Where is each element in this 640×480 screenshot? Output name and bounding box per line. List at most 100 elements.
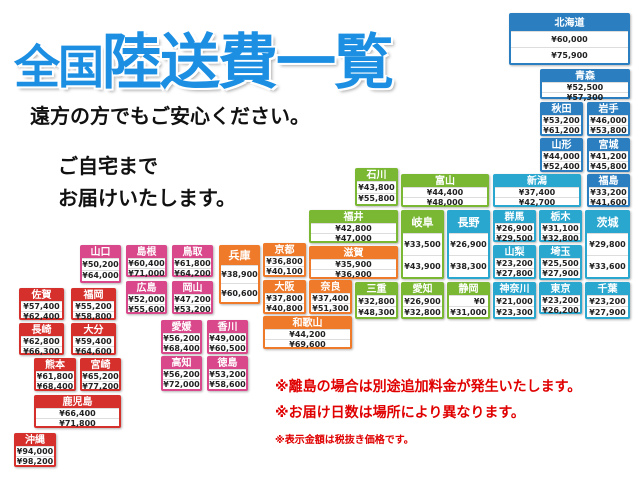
price-max: ¥32,800 <box>541 233 580 243</box>
price-min: ¥26,900 <box>449 233 488 255</box>
price-min: ¥52,000 <box>128 294 165 304</box>
price-min: ¥21,000 <box>495 295 534 306</box>
price-max: ¥42,700 <box>495 197 579 207</box>
price-max: ¥52,400 <box>542 161 581 171</box>
prefecture-name: 新潟 <box>495 176 579 187</box>
prefecture-name: 東京 <box>541 284 580 295</box>
price-min: ¥46,000 <box>589 115 628 125</box>
price-max: ¥43,900 <box>403 255 442 277</box>
price-max: ¥64,200 <box>174 268 211 278</box>
price-max: ¥27,900 <box>541 268 580 278</box>
note-tax: ※表示金額は税抜き価格です。 <box>275 435 414 446</box>
prefecture-name: 京都 <box>265 245 304 256</box>
price-min: ¥29,800 <box>587 233 628 255</box>
price-max: ¥75,900 <box>511 47 628 63</box>
price-min: ¥37,400 <box>495 187 579 197</box>
prefecture-box: 北海道 ¥60,000 ¥75,900 <box>509 13 630 65</box>
prefecture-box: 和歌山 ¥44,200 ¥69,600 <box>263 316 352 349</box>
price-min: ¥33,500 <box>403 233 442 255</box>
price-min: ¥59,400 <box>73 336 114 346</box>
prefecture-box: 鳥取 ¥61,800 ¥64,200 <box>172 245 213 278</box>
prefecture-name: 佐賀 <box>21 290 62 301</box>
price-max: ¥48,300 <box>357 306 396 317</box>
prefecture-box: 千葉 ¥23,200 ¥27,900 <box>585 282 630 319</box>
price-max: ¥98,200 <box>16 456 54 466</box>
prefecture-box: 広島 ¥52,000 ¥55,600 <box>126 281 167 314</box>
prefecture-box: 愛媛 ¥56,200 ¥68,400 <box>161 320 202 354</box>
price-min: ¥44,400 <box>403 187 487 197</box>
prefecture-name: 岩手 <box>589 104 628 115</box>
price-min: ¥55,200 <box>73 301 114 311</box>
prefecture-name: 福岡 <box>73 290 114 301</box>
prefecture-name: 長崎 <box>21 325 62 336</box>
prefecture-name: 三重 <box>357 284 396 295</box>
prefecture-box: 熊本 ¥61,800 ¥68,400 <box>34 358 76 391</box>
prefecture-box: 大分 ¥59,400 ¥64,600 <box>71 323 116 356</box>
page-title: 全国陸送費一覧 <box>14 14 394 101</box>
prefecture-name: 千葉 <box>587 284 628 295</box>
price-min: ¥47,200 <box>174 294 211 304</box>
price-max: ¥71,000 <box>128 268 165 278</box>
prefecture-name: 宮崎 <box>82 360 119 371</box>
prefecture-name: 秋田 <box>542 104 581 115</box>
prefecture-name: 山口 <box>82 247 119 258</box>
price-max: ¥66,300 <box>21 346 62 356</box>
price-min: ¥61,800 <box>174 258 211 268</box>
delivery-line-1: ご自宅まで <box>58 154 158 178</box>
price-max: ¥58,800 <box>73 311 114 321</box>
prefecture-box: 香川 ¥49,000 ¥60,500 <box>207 320 248 354</box>
prefecture-box: 長崎 ¥62,800 ¥66,300 <box>19 323 64 356</box>
price-min: ¥26,900 <box>495 223 534 233</box>
price-min: ¥38,900 <box>221 264 258 284</box>
price-min: ¥44,200 <box>265 329 350 339</box>
prefecture-box: 佐賀 ¥57,400 ¥62,400 <box>19 288 64 321</box>
prefecture-box: 岡山 ¥47,200 ¥53,200 <box>172 281 213 314</box>
price-max: ¥61,200 <box>542 125 581 135</box>
prefecture-name: 北海道 <box>511 15 628 31</box>
price-max: ¥32,800 <box>403 306 442 317</box>
price-min: ¥23,200 <box>541 295 580 305</box>
price-max: ¥60,500 <box>209 343 246 353</box>
prefecture-name: 福島 <box>589 176 628 187</box>
price-max: ¥71,800 <box>36 418 119 428</box>
prefecture-name: 愛知 <box>403 284 442 295</box>
prefecture-box: 沖縄 ¥94,000 ¥98,200 <box>14 433 56 467</box>
prefecture-box: 滋賀 ¥35,900 ¥36,900 <box>309 246 398 279</box>
price-min: ¥50,200 <box>82 258 119 269</box>
price-max: ¥55,600 <box>128 304 165 314</box>
prefecture-box: 富山 ¥44,400 ¥48,000 <box>401 174 489 207</box>
price-min: ¥60,000 <box>511 31 628 47</box>
price-max: ¥68,400 <box>163 343 200 353</box>
price-min: ¥53,200 <box>542 115 581 125</box>
prefecture-box: 愛知 ¥26,900 ¥32,800 <box>401 282 444 319</box>
prefecture-name: 群馬 <box>495 212 534 223</box>
prefecture-box: 群馬 ¥26,900 ¥29,500 <box>493 210 536 243</box>
prefecture-box: 三重 ¥32,800 ¥48,300 <box>355 282 398 319</box>
prefecture-box: 福岡 ¥55,200 ¥58,800 <box>71 288 116 321</box>
price-max: ¥33,600 <box>587 255 628 277</box>
price-max: ¥64,600 <box>73 346 114 356</box>
prefecture-name: 山梨 <box>495 247 534 258</box>
prefecture-name: 沖縄 <box>16 435 54 446</box>
prefecture-box: 福井 ¥42,800 ¥47,000 <box>309 210 398 243</box>
prefecture-box: 奈良 ¥37,400 ¥51,300 <box>309 280 352 314</box>
price-max: ¥31,000 <box>449 306 488 317</box>
prefecture-box: 東京 ¥23,200 ¥26,200 <box>539 282 582 315</box>
price-max: ¥26,200 <box>541 305 580 315</box>
price-min: ¥61,800 <box>36 371 74 381</box>
price-min: ¥52,500 <box>542 82 628 92</box>
price-min: ¥44,000 <box>542 151 581 161</box>
price-min: ¥57,400 <box>21 301 62 311</box>
prefecture-box: 山形 ¥44,000 ¥52,400 <box>540 138 583 172</box>
prefecture-box: 岩手 ¥46,000 ¥53,800 <box>587 102 630 136</box>
prefecture-name: 栃木 <box>541 212 580 223</box>
prefecture-box: 新潟 ¥37,400 ¥42,700 <box>493 174 581 207</box>
price-min: ¥37,400 <box>311 293 350 303</box>
price-max: ¥53,800 <box>589 125 628 135</box>
prefecture-name: 鹿児島 <box>36 397 119 408</box>
prefecture-name: 滋賀 <box>311 248 396 259</box>
price-max: ¥23,300 <box>495 306 534 317</box>
price-min: ¥66,400 <box>36 408 119 418</box>
price-max: ¥62,400 <box>21 311 62 321</box>
price-min: ¥36,800 <box>265 256 304 266</box>
